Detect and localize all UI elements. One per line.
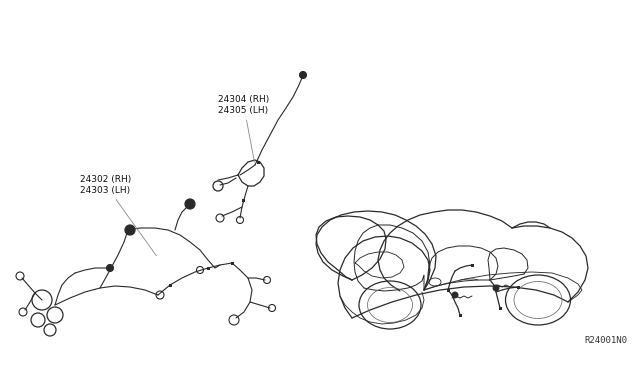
- Bar: [499, 307, 502, 310]
- Bar: [207, 266, 209, 269]
- Bar: [447, 289, 449, 292]
- Circle shape: [452, 292, 458, 298]
- Bar: [257, 160, 259, 164]
- Text: R24001N0: R24001N0: [584, 336, 627, 345]
- Circle shape: [300, 71, 307, 78]
- Bar: [516, 285, 520, 289]
- Circle shape: [185, 199, 195, 209]
- Text: 24304 (RH)
24305 (LH): 24304 (RH) 24305 (LH): [218, 95, 269, 162]
- Bar: [458, 314, 461, 317]
- Text: 24302 (RH)
24303 (LH): 24302 (RH) 24303 (LH): [80, 175, 156, 256]
- Bar: [230, 262, 234, 264]
- Circle shape: [106, 264, 113, 272]
- Bar: [470, 263, 474, 266]
- Bar: [168, 283, 172, 286]
- Bar: [241, 199, 244, 202]
- Circle shape: [125, 225, 135, 235]
- Circle shape: [493, 285, 499, 291]
